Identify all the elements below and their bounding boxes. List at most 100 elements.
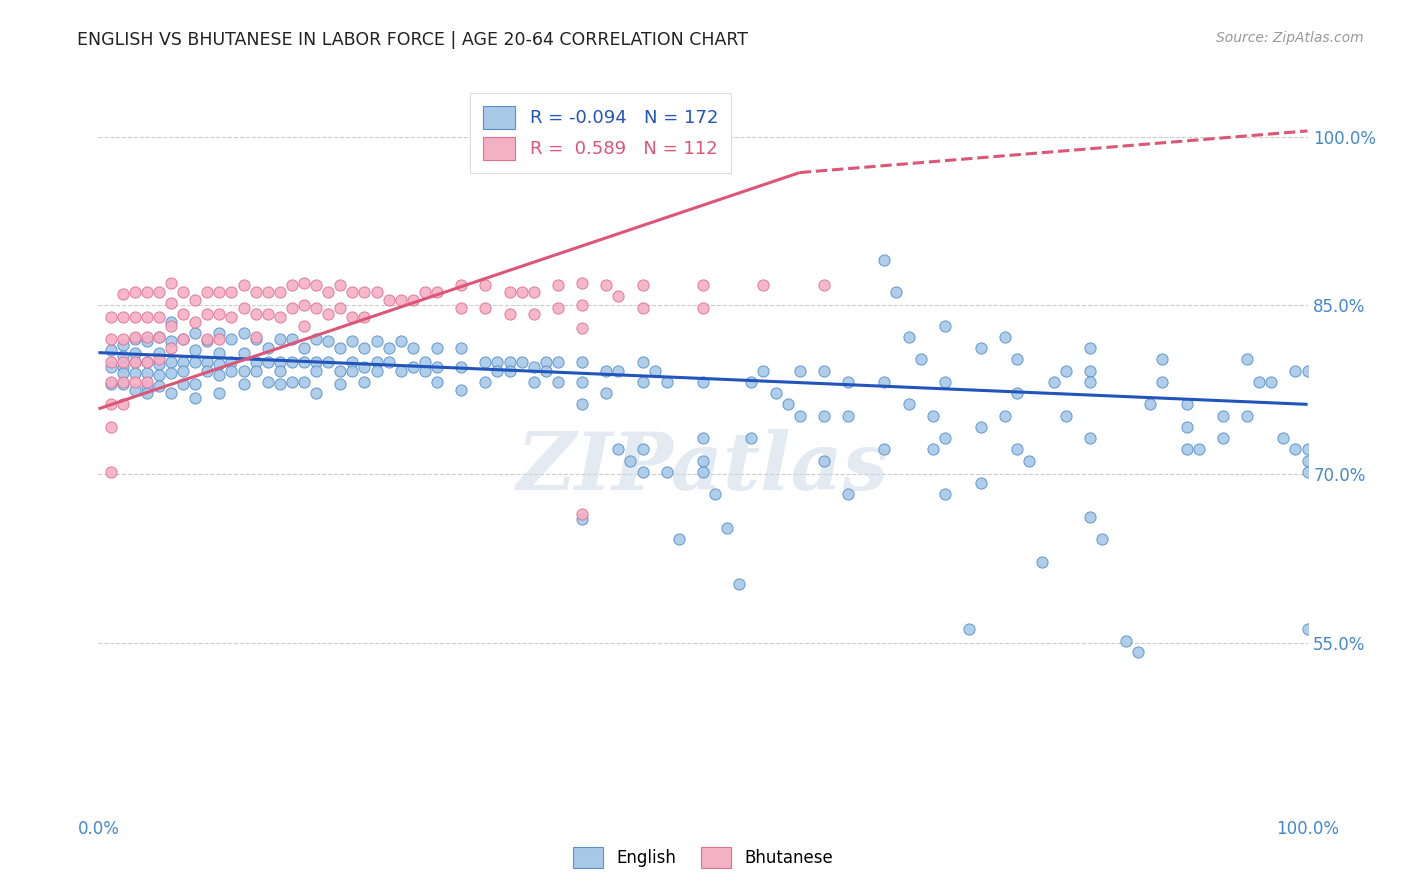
Point — [316, 334, 339, 349]
Point — [100, 375, 122, 389]
Point — [1175, 420, 1198, 434]
Point — [377, 293, 399, 307]
Point — [837, 375, 859, 389]
Point — [1115, 633, 1137, 648]
Point — [547, 278, 569, 293]
Point — [305, 332, 328, 346]
Point — [765, 386, 787, 401]
Point — [607, 289, 630, 303]
Point — [184, 293, 207, 307]
Point — [184, 326, 207, 341]
Point — [329, 341, 352, 355]
Point — [631, 301, 654, 315]
Point — [269, 354, 291, 368]
Point — [269, 310, 291, 324]
Point — [1054, 363, 1077, 377]
Point — [510, 354, 533, 368]
Point — [329, 301, 352, 315]
Point — [534, 363, 557, 377]
Point — [111, 332, 134, 346]
Point — [184, 391, 207, 405]
Point — [644, 363, 666, 377]
Point — [208, 357, 231, 371]
Point — [172, 332, 194, 346]
Point — [148, 352, 170, 367]
Point — [692, 278, 714, 293]
Point — [450, 341, 472, 355]
Point — [148, 368, 170, 383]
Point — [245, 332, 267, 346]
Text: Source: ZipAtlas.com: Source: ZipAtlas.com — [1216, 31, 1364, 45]
Point — [692, 431, 714, 445]
Point — [160, 276, 183, 290]
Point — [160, 386, 183, 401]
Point — [135, 366, 157, 380]
Point — [208, 332, 231, 346]
Point — [886, 285, 908, 299]
Point — [1296, 453, 1319, 467]
Point — [934, 487, 956, 501]
Text: ENGLISH VS BHUTANESE IN LABOR FORCE | AGE 20-64 CORRELATION CHART: ENGLISH VS BHUTANESE IN LABOR FORCE | AG… — [77, 31, 748, 49]
Point — [631, 465, 654, 479]
Point — [232, 345, 254, 359]
Point — [1212, 409, 1234, 423]
Point — [342, 363, 364, 377]
Point — [607, 363, 630, 377]
Point — [450, 360, 472, 375]
Point — [1296, 465, 1319, 479]
Point — [160, 315, 183, 329]
Point — [813, 453, 835, 467]
Point — [547, 301, 569, 315]
Point — [292, 318, 315, 333]
Point — [1284, 442, 1306, 457]
Point — [752, 278, 775, 293]
Point — [124, 285, 146, 299]
Point — [921, 442, 943, 457]
Point — [897, 330, 920, 344]
Point — [655, 465, 678, 479]
Point — [970, 420, 993, 434]
Point — [172, 377, 194, 392]
Point — [148, 330, 170, 344]
Point — [232, 278, 254, 293]
Point — [245, 330, 267, 344]
Point — [523, 285, 546, 299]
Point — [100, 343, 122, 358]
Point — [547, 375, 569, 389]
Point — [1007, 352, 1029, 367]
Point — [281, 332, 304, 346]
Point — [837, 409, 859, 423]
Point — [208, 345, 231, 359]
Point — [269, 285, 291, 299]
Point — [1236, 352, 1258, 367]
Point — [377, 341, 399, 355]
Point — [994, 409, 1017, 423]
Point — [100, 420, 122, 434]
Point — [111, 397, 134, 411]
Point — [498, 363, 520, 377]
Point — [292, 276, 315, 290]
Point — [523, 307, 546, 321]
Point — [184, 315, 207, 329]
Point — [389, 363, 412, 377]
Point — [413, 285, 436, 299]
Point — [184, 343, 207, 358]
Point — [195, 354, 218, 368]
Point — [195, 363, 218, 377]
Point — [124, 332, 146, 346]
Point — [221, 332, 243, 346]
Point — [631, 375, 654, 389]
Point — [366, 334, 388, 349]
Point — [342, 310, 364, 324]
Point — [172, 363, 194, 377]
Point — [571, 397, 593, 411]
Point — [100, 310, 122, 324]
Point — [256, 354, 278, 368]
Point — [353, 360, 375, 375]
Point — [474, 278, 496, 293]
Point — [232, 377, 254, 392]
Point — [1054, 409, 1077, 423]
Point — [789, 409, 811, 423]
Legend: R = -0.094   N = 172, R =  0.589   N = 112: R = -0.094 N = 172, R = 0.589 N = 112 — [470, 93, 731, 173]
Point — [366, 363, 388, 377]
